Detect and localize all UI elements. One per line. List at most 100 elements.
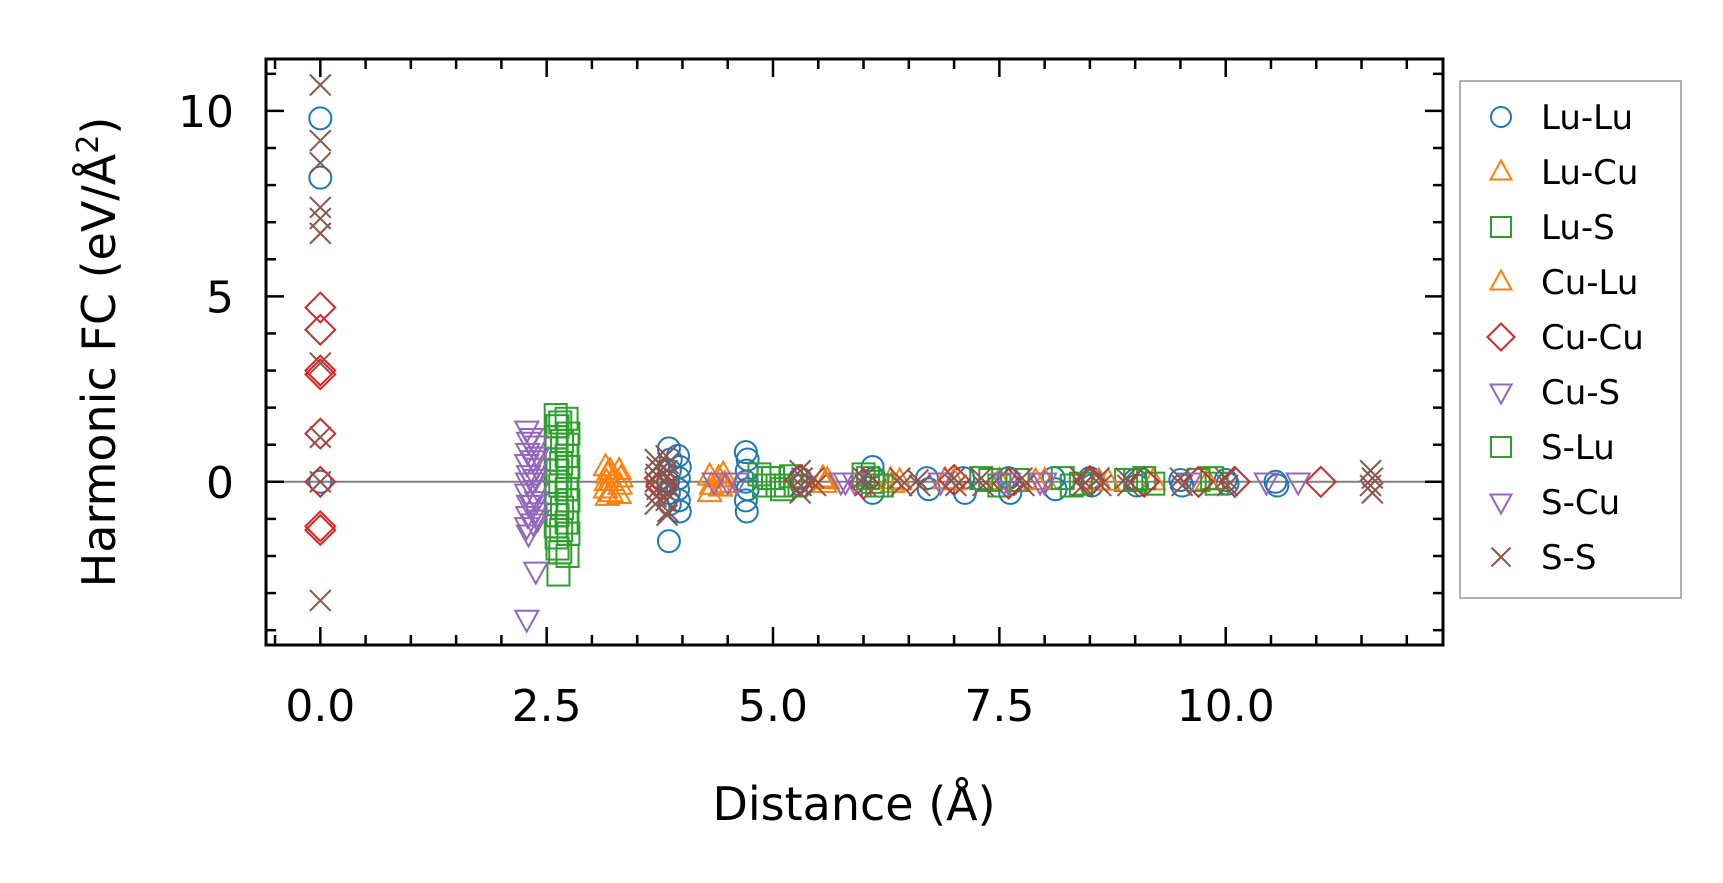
- legend-item-s-cu: S-Cu: [1488, 483, 1620, 523]
- point-s-s: [1169, 466, 1192, 490]
- point-s-s: [890, 474, 913, 497]
- point-cu-s: [522, 561, 550, 586]
- point-cu-s: [927, 472, 954, 497]
- legend-item-lu-lu: Lu-Lu: [1490, 98, 1633, 138]
- point-lu-lu: [308, 165, 333, 190]
- point-s-s: [309, 151, 332, 175]
- point-s-s: [804, 474, 827, 497]
- point-cu-lu: [598, 467, 626, 492]
- legend-marker-cu-s: [1488, 383, 1514, 406]
- point-s-s: [944, 474, 968, 497]
- point-s-s: [906, 468, 930, 492]
- legend-item-cu-lu: Cu-Lu: [1488, 263, 1638, 303]
- point-s-s: [1359, 474, 1382, 497]
- legend-label: Lu-Lu: [1541, 98, 1633, 138]
- y-axis-label-superscript: 2: [71, 135, 106, 154]
- point-lu-cu: [709, 459, 737, 484]
- axis-ticks: [266, 59, 1443, 645]
- legend-item-cu-s: Cu-S: [1488, 373, 1620, 413]
- x-tick-label: 10.0: [1177, 681, 1275, 732]
- point-s-lu: [548, 410, 573, 435]
- point-lu-cu: [606, 470, 634, 495]
- point-cu-s: [1284, 472, 1312, 497]
- legend-label: Cu-Cu: [1541, 318, 1644, 358]
- legend-label: Lu-S: [1541, 208, 1615, 248]
- point-cu-cu: [304, 417, 337, 450]
- point-s-s: [309, 222, 332, 245]
- x-tick-label: 0.0: [285, 681, 355, 732]
- point-lu-lu: [733, 488, 758, 513]
- y-axis-label: Harmonic FC (eV/Å2): [71, 117, 127, 588]
- legend: Lu-Lu Lu-Cu Lu-S Cu-Lu Cu-Cu Cu-S S-Lu S-Cu S-S: [1459, 80, 1682, 599]
- point-cu-lu: [707, 472, 734, 497]
- point-s-s: [888, 466, 911, 490]
- series-cu-cu: [304, 291, 1338, 547]
- legend-item-s-s: S-S: [1490, 538, 1596, 578]
- point-cu-cu: [304, 465, 337, 499]
- legend-marker-cu-cu: [1486, 322, 1516, 352]
- point-cu-lu: [814, 465, 841, 490]
- series-s-s: [309, 73, 1384, 612]
- point-s-cu: [519, 450, 547, 475]
- point-cu-cu: [304, 357, 337, 391]
- point-s-s: [309, 73, 332, 97]
- point-s-s: [1010, 466, 1034, 490]
- point-s-s: [1116, 474, 1140, 497]
- point-cu-cu: [304, 354, 337, 387]
- point-s-cu: [518, 428, 545, 453]
- point-s-s: [970, 466, 993, 490]
- point-cu-cu: [304, 291, 337, 324]
- y-tick-labels: 0 5 10: [178, 87, 234, 509]
- point-cu-s: [513, 517, 540, 542]
- point-cu-s: [524, 509, 551, 534]
- point-lu-lu: [666, 488, 691, 513]
- point-lu-cu: [711, 468, 739, 493]
- point-s-s: [309, 589, 332, 612]
- legend-marker-s-cu: [1488, 493, 1514, 516]
- legend-label: Lu-Cu: [1541, 153, 1638, 193]
- point-s-s: [971, 474, 995, 497]
- point-lu-s: [969, 466, 994, 491]
- point-s-s: [1012, 474, 1035, 497]
- y-axis-label-close: ): [72, 117, 126, 135]
- point-s-s: [854, 474, 877, 497]
- series-s-lu: [548, 410, 1148, 565]
- point-cu-lu: [597, 478, 625, 503]
- series-cu-s: [513, 420, 1312, 634]
- point-cu-cu: [304, 510, 337, 543]
- point-s-s: [1089, 474, 1112, 497]
- point-s-s: [802, 466, 825, 490]
- legend-item-lu-s: Lu-S: [1490, 208, 1615, 248]
- plot-frame: [264, 57, 1445, 647]
- legend-marker-lu-cu: [1488, 158, 1514, 181]
- point-lu-lu: [916, 477, 941, 502]
- legend-marker-lu-s: [1490, 216, 1512, 238]
- x-tick-label: 5.0: [738, 681, 808, 732]
- legend-item-s-lu: S-Lu: [1490, 428, 1615, 468]
- point-cu-cu: [304, 513, 337, 547]
- legend-marker-lu-lu: [1490, 106, 1512, 128]
- y-axis-label-main: Harmonic FC (eV/Å: [72, 153, 126, 587]
- point-s-s: [309, 129, 332, 152]
- point-cu-s: [1253, 472, 1280, 497]
- point-s-s: [655, 504, 679, 527]
- point-cu-cu: [1304, 465, 1338, 499]
- point-s-lu: [756, 466, 781, 491]
- point-lu-s: [1141, 471, 1166, 496]
- point-s-s: [309, 470, 332, 493]
- point-s-cu: [723, 472, 751, 497]
- legend-label: S-Lu: [1541, 428, 1615, 468]
- legend-item-cu-cu: Cu-Cu: [1486, 318, 1644, 358]
- point-s-s: [1214, 466, 1237, 490]
- point-cu-cu: [937, 463, 971, 497]
- point-lu-lu: [308, 469, 333, 494]
- point-lu-s: [1204, 471, 1229, 496]
- point-s-s: [309, 351, 332, 375]
- point-s-s: [655, 481, 679, 505]
- legend-item-lu-cu: Lu-Cu: [1488, 153, 1638, 193]
- point-cu-cu: [304, 313, 337, 347]
- x-tick-label: 7.5: [964, 681, 1034, 732]
- point-s-s: [309, 426, 332, 449]
- point-cu-lu: [596, 455, 624, 480]
